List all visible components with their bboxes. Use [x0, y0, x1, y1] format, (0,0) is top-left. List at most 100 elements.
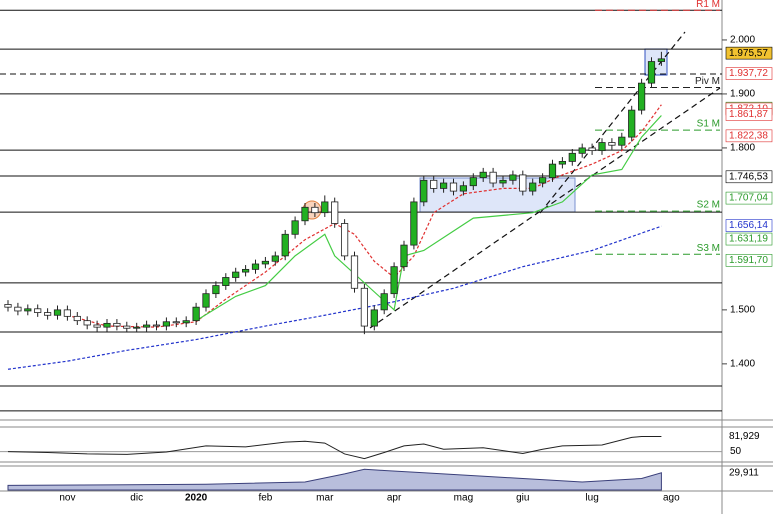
price-label-box [725, 232, 773, 246]
candle-body [548, 163, 557, 179]
candle-body [628, 109, 636, 138]
candle-body [638, 82, 646, 111]
pivot-label: S3 M [697, 243, 720, 254]
x-tick-label: mar [316, 493, 334, 504]
candle-body [73, 315, 81, 322]
candle-body [331, 201, 339, 224]
x-tick-label: mag [454, 493, 473, 504]
candle-body [519, 174, 527, 192]
price-label: 1.707,04 [729, 193, 768, 204]
candle-body [509, 174, 517, 181]
volume-last-label: 29,911 [729, 467, 759, 478]
candle-body [647, 61, 656, 84]
candle-body [113, 322, 121, 327]
pivot-label: S2 M [697, 200, 720, 211]
candle-body [469, 177, 477, 187]
volume-area [7, 468, 662, 491]
candle-body [588, 147, 596, 152]
candle-body [152, 324, 161, 327]
candle-body [459, 185, 468, 192]
candle-body [14, 306, 22, 312]
candle-body [350, 255, 359, 289]
candle-body [192, 306, 200, 322]
y-tick-label: 1.400 [730, 358, 755, 369]
candle-body [63, 309, 71, 317]
candle-body [133, 326, 141, 329]
candle-body [539, 177, 547, 184]
x-tick-label: apr [387, 493, 402, 504]
candle-body [142, 324, 151, 328]
price-label-box [725, 219, 773, 232]
x-tick-label: ago [663, 493, 680, 504]
price-label-box [725, 67, 773, 80]
candle-body [360, 287, 369, 327]
candle-body [232, 271, 240, 278]
candle-body [420, 179, 428, 203]
candle-body [103, 322, 111, 328]
rsi-last-label: 81,929 [729, 431, 760, 442]
candle-body [479, 171, 487, 179]
x-tick-label: giu [516, 493, 529, 504]
pivot-label: R1 M [696, 0, 720, 10]
price-label: 1.975,57 [729, 48, 768, 59]
candle-body [222, 277, 230, 286]
candle-body [93, 324, 101, 328]
candle-body [578, 147, 586, 154]
candle-body [83, 320, 91, 326]
candle-body [449, 182, 458, 192]
candle-body [608, 142, 616, 146]
candle-body [212, 285, 220, 295]
candle-body [390, 266, 398, 295]
candle-body [499, 179, 507, 184]
candle-body [123, 325, 131, 329]
candle-body [618, 136, 626, 146]
pivot-label: Piv M [695, 76, 720, 87]
y-tick-label: 1.500 [730, 305, 755, 316]
candle-body [291, 220, 299, 235]
price-label: 1.746,53 [729, 171, 768, 182]
candle-body [182, 320, 190, 324]
candle-body [24, 308, 32, 312]
price-label-box [725, 129, 773, 143]
trendline [539, 31, 686, 214]
price-label-box [725, 108, 773, 121]
candle-body [301, 206, 309, 222]
x-tick-label: lug [585, 493, 598, 504]
candle-body [251, 263, 260, 270]
candle-body [44, 312, 52, 316]
candle-body [34, 308, 42, 313]
candle-body [370, 309, 378, 327]
candle-body [598, 142, 606, 152]
candle-body [261, 260, 270, 265]
x-tick-label: nov [59, 493, 75, 504]
candle-body [529, 182, 537, 192]
price-label-box [725, 254, 773, 267]
x-tick-label: feb [258, 493, 272, 504]
price-label: 1.937,72 [729, 68, 768, 79]
candle-body [281, 233, 289, 257]
price-label: 1.656,14 [729, 220, 768, 231]
price-label: 1.591,70 [729, 255, 768, 266]
rsi-tick-label: 50 [730, 446, 742, 457]
candle-body [172, 321, 180, 324]
candle-body [340, 223, 349, 257]
candle-body [558, 161, 567, 165]
candle-body [53, 309, 62, 316]
candle-body [657, 58, 666, 62]
price-label-box [725, 170, 773, 184]
candle-body [4, 304, 12, 308]
candle-body [380, 293, 388, 311]
candle-body [489, 171, 497, 184]
y-tick-label: 1.900 [730, 89, 755, 100]
candle-body [568, 152, 576, 162]
candle-body [430, 179, 438, 189]
pivot-label: S1 M [697, 119, 720, 130]
candle-body [202, 293, 210, 308]
candle-body [162, 321, 170, 327]
x-tick-label: dic [130, 493, 143, 504]
candle-body [410, 201, 418, 246]
candle-body [321, 201, 329, 214]
price-label-box [725, 191, 773, 205]
indicator-line [195, 115, 662, 322]
